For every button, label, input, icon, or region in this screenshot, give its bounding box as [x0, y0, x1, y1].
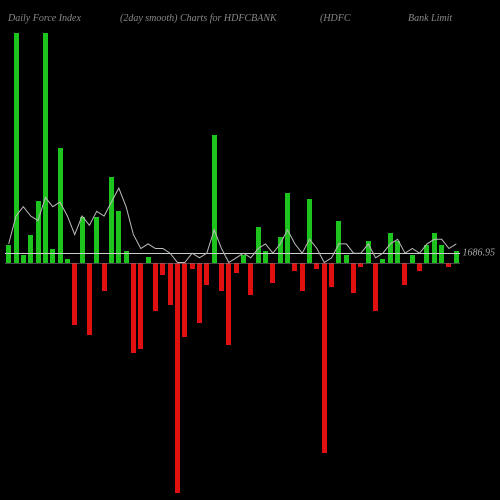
- force-bar: [131, 263, 136, 353]
- force-bar: [58, 148, 63, 263]
- force-bar: [322, 263, 327, 453]
- force-bar: [175, 263, 180, 493]
- force-bar: [300, 263, 305, 291]
- force-bar: [160, 263, 165, 275]
- force-bar: [80, 217, 85, 263]
- force-bar: [204, 263, 209, 285]
- force-bar: [168, 263, 173, 305]
- force-bar: [197, 263, 202, 323]
- force-bar: [388, 233, 393, 263]
- force-bar: [432, 233, 437, 263]
- force-bar: [102, 263, 107, 291]
- zero-axis-line: [5, 263, 460, 264]
- force-bar: [248, 263, 253, 295]
- force-bar: [256, 227, 261, 263]
- force-bar: [28, 235, 33, 263]
- force-bar: [410, 255, 415, 263]
- force-bar: [285, 193, 290, 263]
- force-bar: [212, 135, 217, 263]
- force-bar: [234, 263, 239, 273]
- current-price-label: 1686.95: [463, 248, 496, 259]
- force-bar: [329, 263, 334, 287]
- header-title-1: Daily Force Index: [8, 13, 81, 24]
- force-bar: [219, 263, 224, 291]
- force-bar: [109, 177, 114, 263]
- force-bar: [226, 263, 231, 345]
- chart-header: Daily Force Index (2day smooth) Charts f…: [0, 8, 500, 28]
- force-index-chart: 1686.95: [5, 30, 460, 495]
- force-bar: [94, 217, 99, 263]
- force-bar: [182, 263, 187, 337]
- force-bar: [21, 255, 26, 263]
- current-price-line: 1686.95: [5, 253, 460, 254]
- force-bar: [14, 33, 19, 263]
- force-bar: [373, 263, 378, 311]
- force-bar: [241, 255, 246, 263]
- force-bar: [292, 263, 297, 271]
- force-bar: [278, 237, 283, 263]
- force-bar: [270, 263, 275, 283]
- force-bar: [351, 263, 356, 293]
- force-bar: [50, 249, 55, 263]
- force-bar: [116, 211, 121, 263]
- force-bar: [87, 263, 92, 335]
- force-bar: [402, 263, 407, 285]
- force-bar: [417, 263, 422, 271]
- header-title-3: (HDFC: [320, 13, 351, 24]
- force-bar: [72, 263, 77, 325]
- force-bar: [336, 221, 341, 263]
- force-bar: [344, 255, 349, 263]
- header-title-4: Bank Limit: [408, 13, 452, 24]
- force-bar: [153, 263, 158, 311]
- force-bar: [366, 241, 371, 263]
- force-bar: [395, 241, 400, 263]
- header-title-2: (2day smooth) Charts for HDFCBANK: [120, 13, 277, 24]
- force-bar: [43, 33, 48, 263]
- force-bar: [138, 263, 143, 349]
